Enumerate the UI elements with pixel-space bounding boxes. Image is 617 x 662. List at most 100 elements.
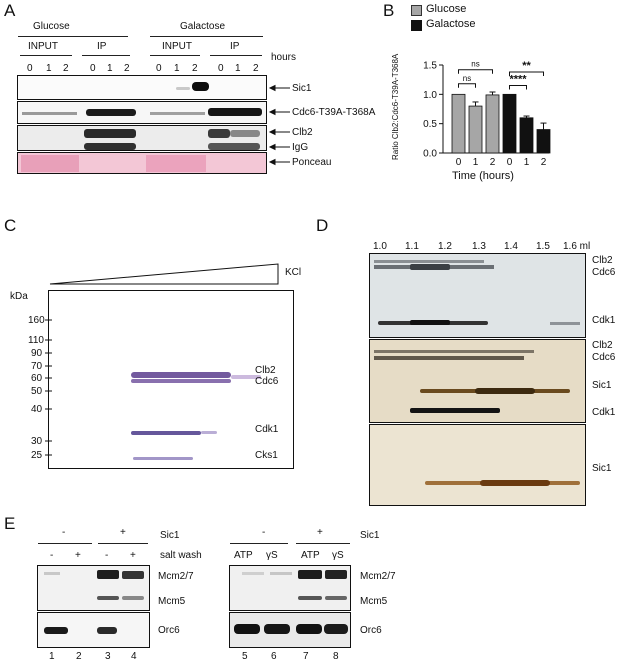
marker-160: 160 [28, 315, 45, 326]
lane-label: 1 [107, 63, 113, 74]
blot-label-sic1: Sic1 [292, 83, 312, 94]
fraction-label: 1.2 [438, 241, 452, 252]
lane-label: 2 [192, 63, 198, 74]
x-tick-label: 0 [507, 157, 513, 168]
e-left-plus-bracket [98, 543, 148, 544]
fraction-label: 1.5 [536, 241, 550, 252]
galactose-bracket [150, 36, 263, 37]
kda-label: kDa [10, 291, 28, 302]
marker-110: 110 [28, 335, 44, 346]
e-lane-number: 7 [303, 651, 309, 662]
e-lane-number: 4 [131, 651, 137, 662]
marker-60: 60 [31, 373, 43, 384]
e-lane-number: 1 [49, 651, 55, 662]
bar [451, 93, 466, 154]
lane-label: 0 [218, 63, 224, 74]
e-left-mcm5-label: Mcm5 [158, 596, 186, 607]
marker-30: 30 [31, 436, 43, 447]
input-bracket-1 [20, 55, 72, 56]
legend-galactose-swatch [411, 20, 422, 31]
e-right-plus-bracket [296, 543, 350, 544]
blot-sic1 [17, 75, 267, 100]
legend-glucose-swatch [411, 5, 422, 16]
e-left-minus-bracket [38, 543, 92, 544]
x-tick-label: 2 [490, 157, 496, 168]
e-lane-number: 2 [76, 651, 82, 662]
e-right-mcm-blot [229, 565, 351, 611]
y-tick-label: 0.0 [423, 149, 437, 160]
sig-ns-0-1-bracket [458, 83, 476, 88]
silver-blot-3 [369, 424, 586, 506]
lane-label: 1 [235, 63, 241, 74]
d-blot1-cdk1: Cdk1 [592, 315, 616, 326]
coomassie-gel [48, 290, 294, 469]
panel-b-letter: B [383, 1, 395, 20]
sig-ns-0-2-bracket [458, 69, 493, 74]
marker-25: 25 [31, 450, 43, 461]
blot-label-cdc6: Cdc6-T39A-T368A [292, 107, 376, 118]
sig-gal-0-2-bracket [509, 71, 544, 77]
group-input-1: INPUT [28, 41, 58, 52]
blot-clb2 [17, 125, 267, 151]
e-nucleotide: ATP [234, 550, 253, 561]
band-cdk1: Cdk1 [255, 424, 279, 435]
sig-ns-0-1-label: ns [463, 74, 471, 83]
e-lane-number: 5 [242, 651, 248, 662]
legend-glucose-label: Glucose [426, 3, 467, 15]
silver-blot-2 [369, 339, 586, 423]
e-right-orc6-blot [229, 612, 351, 648]
x-tick-label: 0 [456, 157, 462, 168]
sig-gal-0-1-label: **** [509, 74, 527, 86]
lane-label: 1 [174, 63, 180, 74]
e-wash-sign: - [50, 550, 54, 561]
x-tick-label: 1 [473, 157, 479, 168]
glucose-bracket [18, 36, 128, 37]
blot-label-ponceau: Ponceau [292, 157, 332, 168]
blot-cdc6 [17, 101, 267, 124]
e-right-sic1-label: Sic1 [360, 530, 380, 541]
silver-blot-1 [369, 253, 586, 338]
lane-label: 0 [156, 63, 162, 74]
gradient-label: KCl [285, 267, 302, 278]
lane-label: 1 [46, 63, 52, 74]
sig-ns-0-2-label: ns [471, 60, 479, 69]
d-blot2-clb2: Clb2 [592, 340, 613, 351]
y-tick-label: 0.5 [423, 119, 437, 130]
fraction-label: 1.6 ml [563, 241, 591, 252]
e-right-mcm27-label: Mcm2/7 [360, 571, 396, 582]
e-left-orc6-blot [37, 612, 150, 648]
condition-galactose: Galactose [180, 21, 226, 32]
blot-label-clb2: Clb2 [292, 127, 313, 138]
e-wash-label: salt wash [160, 550, 202, 561]
e-wash-sign: - [105, 550, 109, 561]
e-right-minus-bracket [230, 543, 288, 544]
panel-d-letter: D [316, 216, 329, 235]
marker-90: 90 [31, 348, 43, 359]
e-lane-number: 6 [271, 651, 277, 662]
d-blot2-cdc6: Cdc6 [592, 352, 616, 363]
time-unit-label: hours [271, 52, 297, 63]
x-tick-label: 1 [524, 157, 530, 168]
panel-e-letter: E [4, 514, 16, 533]
fraction-label: 1.4 [504, 241, 518, 252]
d-blot2-cdk1: Cdk1 [592, 407, 616, 418]
d-blot3-sic1: Sic1 [592, 463, 612, 474]
e-right-sic1-plus: + [317, 527, 323, 538]
e-left-sic1-plus: + [120, 527, 126, 538]
group-input-2: INPUT [162, 41, 192, 52]
bar [502, 93, 517, 154]
band-cdc6: Cdc6 [255, 376, 279, 387]
e-wash-sign: + [130, 550, 136, 561]
e-left-sic1-label: Sic1 [160, 530, 180, 541]
e-left-mcm27-label: Mcm2/7 [158, 571, 194, 582]
lane-label: 2 [124, 63, 130, 74]
d-blot1-cdc6: Cdc6 [592, 267, 616, 278]
e-left-sic1-minus: - [62, 527, 66, 538]
input-bracket-2 [150, 55, 200, 56]
lane-label: 2 [253, 63, 259, 74]
e-lane-number: 8 [333, 651, 339, 662]
band-cks1: Cks1 [255, 450, 278, 461]
e-nucleotide: ATP [301, 550, 320, 561]
